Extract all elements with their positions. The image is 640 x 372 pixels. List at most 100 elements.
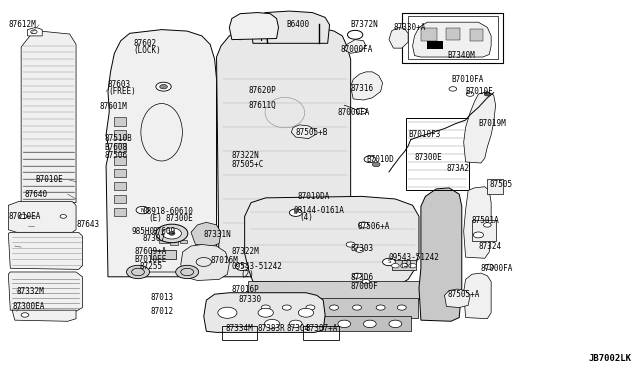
Circle shape xyxy=(236,263,248,270)
Bar xyxy=(402,13,502,63)
Text: 87506: 87506 xyxy=(105,151,128,160)
Circle shape xyxy=(338,320,351,328)
Text: (3): (3) xyxy=(400,260,413,269)
Circle shape xyxy=(282,305,291,310)
Text: 87505: 87505 xyxy=(489,180,513,189)
Circle shape xyxy=(449,87,457,91)
Circle shape xyxy=(156,82,172,91)
Text: 09543-51242: 09543-51242 xyxy=(389,253,440,262)
Text: B7608: B7608 xyxy=(105,142,128,151)
Circle shape xyxy=(218,307,237,318)
Circle shape xyxy=(376,305,385,310)
Circle shape xyxy=(298,308,314,317)
Circle shape xyxy=(355,247,364,252)
Text: 87307: 87307 xyxy=(143,234,166,243)
Circle shape xyxy=(397,305,406,310)
Text: 87255: 87255 xyxy=(140,262,163,271)
Text: 87010EA: 87010EA xyxy=(8,212,41,221)
Polygon shape xyxy=(8,202,76,232)
Text: 87620P: 87620P xyxy=(248,86,276,95)
Text: 87016M: 87016M xyxy=(210,256,238,265)
Polygon shape xyxy=(344,39,366,53)
Text: 87505+C: 87505+C xyxy=(232,160,264,169)
Circle shape xyxy=(484,92,490,96)
Text: 87324: 87324 xyxy=(478,241,502,250)
Text: B: B xyxy=(294,210,298,215)
Text: 09543-51242: 09543-51242 xyxy=(232,262,283,271)
Text: 87501A: 87501A xyxy=(472,216,500,225)
Circle shape xyxy=(261,305,270,310)
Circle shape xyxy=(364,156,376,163)
Text: 87016P: 87016P xyxy=(232,285,260,294)
Polygon shape xyxy=(464,187,491,258)
Polygon shape xyxy=(21,31,76,203)
Text: (4): (4) xyxy=(300,213,314,222)
Circle shape xyxy=(169,232,175,235)
Text: N: N xyxy=(140,208,145,212)
Text: 985H0: 985H0 xyxy=(132,227,155,236)
Text: 87383R: 87383R xyxy=(257,324,285,333)
Circle shape xyxy=(60,215,67,218)
Circle shape xyxy=(389,320,402,328)
Text: 87640: 87640 xyxy=(25,190,48,199)
Text: (FREE): (FREE) xyxy=(108,87,136,96)
Polygon shape xyxy=(191,222,221,246)
Circle shape xyxy=(156,224,188,243)
Text: 873D6: 873D6 xyxy=(351,273,374,282)
Circle shape xyxy=(353,273,362,278)
Circle shape xyxy=(160,84,168,89)
Bar xyxy=(115,118,126,126)
Bar xyxy=(255,298,418,318)
Circle shape xyxy=(483,223,491,227)
Text: (E): (E) xyxy=(149,214,163,223)
Text: B7010E: B7010E xyxy=(36,175,63,184)
Bar xyxy=(115,156,126,164)
Circle shape xyxy=(364,320,376,328)
Text: B7010F: B7010F xyxy=(466,87,493,96)
Circle shape xyxy=(264,320,280,328)
Text: 87322M: 87322M xyxy=(232,247,260,256)
Circle shape xyxy=(372,162,380,167)
Polygon shape xyxy=(291,125,315,138)
Polygon shape xyxy=(445,289,470,308)
Polygon shape xyxy=(204,293,325,333)
Bar xyxy=(428,41,444,49)
Polygon shape xyxy=(28,28,42,36)
Text: 87322N: 87322N xyxy=(232,151,260,160)
Text: 87012: 87012 xyxy=(151,307,174,316)
Text: 87013: 87013 xyxy=(151,294,174,302)
Polygon shape xyxy=(413,22,491,57)
Circle shape xyxy=(330,305,339,310)
Text: 87331N: 87331N xyxy=(204,230,232,240)
Text: B7019M: B7019M xyxy=(478,119,506,128)
Circle shape xyxy=(473,232,483,238)
Circle shape xyxy=(19,214,27,219)
Text: 87010DA: 87010DA xyxy=(298,192,330,201)
Text: 87506+A: 87506+A xyxy=(357,221,389,231)
Text: (2): (2) xyxy=(240,270,254,279)
Circle shape xyxy=(467,92,474,96)
Text: 87300E: 87300E xyxy=(166,214,193,223)
Circle shape xyxy=(346,242,355,247)
Polygon shape xyxy=(351,72,383,100)
Text: 87332M: 87332M xyxy=(17,287,44,296)
Text: B7010D: B7010D xyxy=(366,155,394,164)
Text: 87612M: 87612M xyxy=(8,20,36,29)
Text: 87609: 87609 xyxy=(153,227,176,236)
Text: 87602: 87602 xyxy=(134,39,157,48)
Text: 87300E: 87300E xyxy=(415,153,442,161)
Circle shape xyxy=(289,320,302,328)
Text: B7372N: B7372N xyxy=(351,20,378,29)
Polygon shape xyxy=(244,196,419,283)
Bar xyxy=(115,195,126,203)
Text: 08144-0161A: 08144-0161A xyxy=(293,206,344,215)
Bar xyxy=(179,240,187,243)
Polygon shape xyxy=(216,26,351,277)
Text: 87505+A: 87505+A xyxy=(448,290,480,299)
Text: 87000FA: 87000FA xyxy=(481,264,513,273)
Circle shape xyxy=(127,265,150,279)
Bar xyxy=(487,179,503,194)
Polygon shape xyxy=(408,16,497,59)
Circle shape xyxy=(484,264,493,269)
Text: 87000FA: 87000FA xyxy=(340,45,373,54)
